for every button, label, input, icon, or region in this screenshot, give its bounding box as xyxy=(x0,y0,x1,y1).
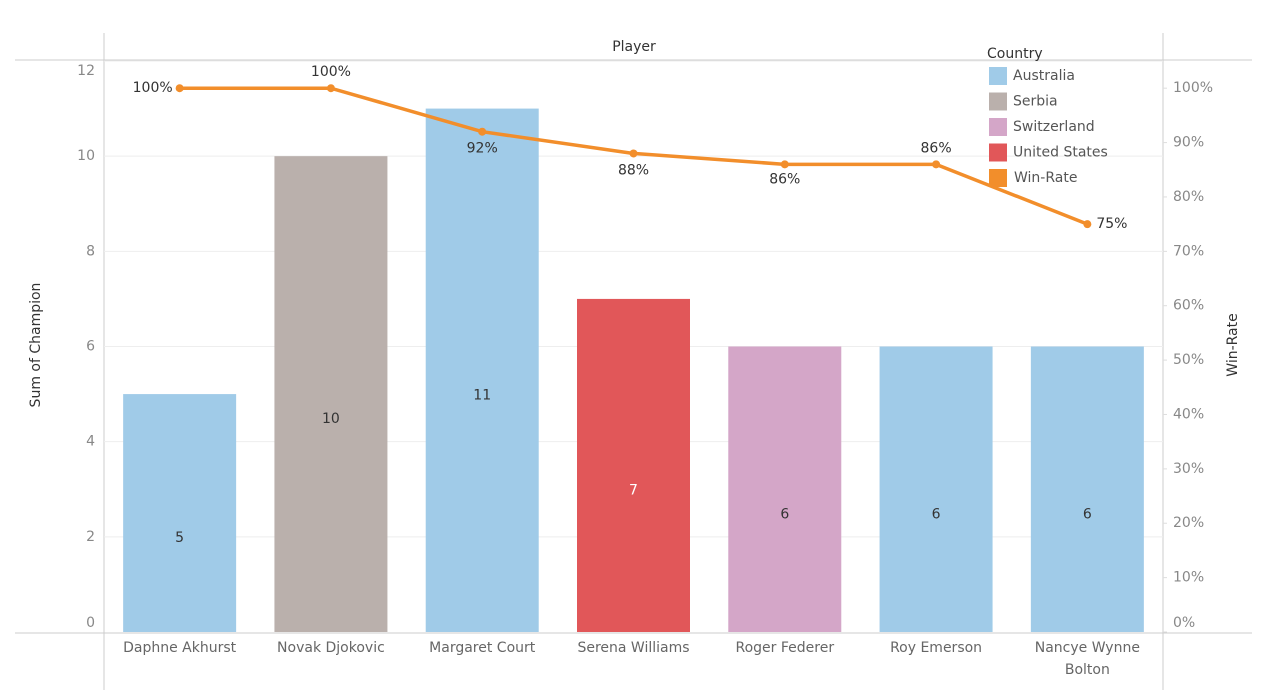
x-tick-label: Serena Williams xyxy=(577,640,690,656)
line-point xyxy=(1083,220,1092,229)
legend-label: Switzerland xyxy=(1013,119,1095,135)
y2-tick-label: 40% xyxy=(1173,406,1204,422)
y2-tick-label: 20% xyxy=(1173,515,1204,531)
line-point xyxy=(175,84,184,93)
y2-axis-title: Win-Rate xyxy=(1225,313,1241,376)
x-tick-label: Daphne Akhurst xyxy=(123,640,237,656)
bar-label: 6 xyxy=(932,506,941,522)
y2-tick-label: 50% xyxy=(1173,352,1204,368)
y-tick-label: 2 xyxy=(86,529,95,545)
x-tick-label: Roy Emerson xyxy=(890,640,983,656)
bar xyxy=(879,346,993,632)
y-tick-label: 4 xyxy=(86,434,95,450)
y2-tick-label: 100% xyxy=(1173,80,1213,96)
y-tick-label: 6 xyxy=(86,339,95,355)
y2-tick-label: 70% xyxy=(1173,243,1204,259)
legend-title: Country xyxy=(987,46,1043,62)
y2-tick-label: 0% xyxy=(1173,615,1195,631)
y-tick-label: 0 xyxy=(86,615,95,631)
bar xyxy=(425,108,539,633)
bar-label: 5 xyxy=(175,530,184,546)
y-axis-title: Sum of Champion xyxy=(28,283,44,408)
bar-label: 11 xyxy=(473,387,491,403)
y-tick-label: 10 xyxy=(77,148,95,164)
y2-tick-label: 10% xyxy=(1173,570,1204,586)
y-tick-label: 8 xyxy=(86,243,95,259)
legend-swatch xyxy=(989,118,1007,136)
line-point xyxy=(326,84,335,93)
line-label: 100% xyxy=(311,64,351,80)
y2-tick-label: 30% xyxy=(1173,461,1204,477)
x-tick-label: Nancye Wynne Bolton xyxy=(1034,640,1140,678)
bar-label: 6 xyxy=(1083,506,1092,522)
x-tick-label: Roger Federer xyxy=(735,640,835,656)
bar xyxy=(274,156,388,632)
bar xyxy=(728,346,842,632)
legend-swatch xyxy=(989,169,1007,187)
line-point xyxy=(629,149,638,158)
bar xyxy=(123,394,237,632)
line-label: 75% xyxy=(1096,216,1127,232)
chart-title: Player xyxy=(612,39,656,55)
bar-label: 7 xyxy=(629,482,638,498)
legend-label: Serbia xyxy=(1013,94,1058,110)
legend-swatch xyxy=(989,143,1007,162)
line-label: 100% xyxy=(133,80,173,96)
y2-tick-label: 60% xyxy=(1173,298,1204,314)
line-point xyxy=(780,160,789,169)
legend-label: Australia xyxy=(1013,68,1075,84)
bar xyxy=(577,298,690,632)
line-label: 92% xyxy=(467,141,498,157)
y-tick-label: 12 xyxy=(77,63,95,79)
x-tick-label: Novak Djokovic xyxy=(277,640,385,656)
x-tick-label: Margaret Court xyxy=(429,640,536,656)
line-label: 88% xyxy=(618,162,649,178)
line-label: 86% xyxy=(921,140,952,156)
legend-label: Win-Rate xyxy=(1014,170,1077,186)
y2-tick-label: 80% xyxy=(1173,189,1204,205)
bar-label: 10 xyxy=(322,411,340,427)
bar-label: 6 xyxy=(780,506,789,522)
legend-swatch xyxy=(989,92,1007,111)
line-point xyxy=(478,127,487,136)
line-label: 86% xyxy=(769,171,800,187)
y2-tick-label: 90% xyxy=(1173,135,1204,151)
line-point xyxy=(932,160,941,169)
legend-label: United States xyxy=(1013,145,1108,161)
legend-swatch xyxy=(989,67,1007,85)
bar xyxy=(1030,346,1144,632)
